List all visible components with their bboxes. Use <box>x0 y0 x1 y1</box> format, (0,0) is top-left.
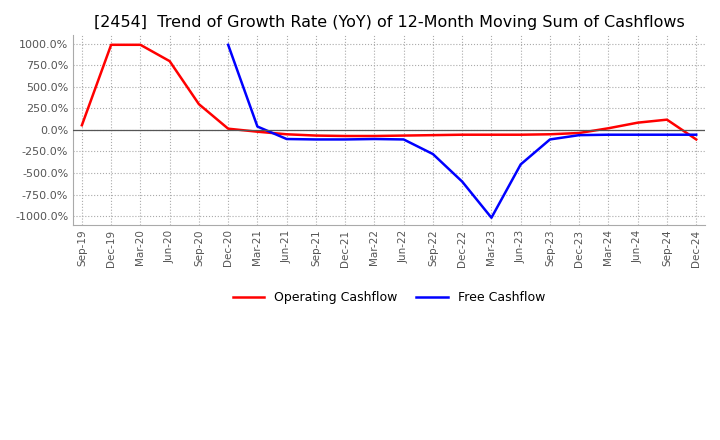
Free Cashflow <box>662 132 671 137</box>
Operating Cashflow <box>282 132 291 137</box>
Title: [2454]  Trend of Growth Rate (YoY) of 12-Month Moving Sum of Cashflows: [2454] Trend of Growth Rate (YoY) of 12-… <box>94 15 685 30</box>
Operating Cashflow <box>370 133 379 139</box>
Operating Cashflow <box>662 117 671 122</box>
Operating Cashflow <box>312 133 320 138</box>
Operating Cashflow <box>428 132 437 138</box>
Operating Cashflow <box>166 59 174 64</box>
Operating Cashflow <box>458 132 467 137</box>
Free Cashflow <box>575 132 583 138</box>
Operating Cashflow <box>341 133 349 139</box>
Operating Cashflow <box>224 126 233 131</box>
Free Cashflow <box>253 124 262 129</box>
Free Cashflow <box>692 132 701 137</box>
Operating Cashflow <box>78 123 86 128</box>
Operating Cashflow <box>604 125 613 131</box>
Free Cashflow <box>604 132 613 137</box>
Free Cashflow <box>634 132 642 137</box>
Free Cashflow <box>458 179 467 184</box>
Operating Cashflow <box>487 132 496 137</box>
Operating Cashflow <box>634 120 642 125</box>
Free Cashflow <box>282 136 291 142</box>
Free Cashflow <box>341 137 349 142</box>
Free Cashflow <box>546 137 554 142</box>
Legend: Operating Cashflow, Free Cashflow: Operating Cashflow, Free Cashflow <box>228 286 550 309</box>
Free Cashflow <box>370 136 379 142</box>
Operating Cashflow <box>516 132 525 137</box>
Free Cashflow <box>487 215 496 220</box>
Operating Cashflow <box>107 42 115 48</box>
Operating Cashflow <box>253 129 262 134</box>
Free Cashflow <box>312 137 320 142</box>
Free Cashflow <box>428 151 437 157</box>
Free Cashflow <box>516 162 525 167</box>
Line: Free Cashflow: Free Cashflow <box>228 45 696 218</box>
Operating Cashflow <box>575 130 583 136</box>
Free Cashflow <box>400 137 408 142</box>
Line: Operating Cashflow: Operating Cashflow <box>82 45 696 139</box>
Operating Cashflow <box>546 132 554 137</box>
Operating Cashflow <box>136 42 145 48</box>
Operating Cashflow <box>194 102 203 107</box>
Free Cashflow <box>224 42 233 48</box>
Operating Cashflow <box>400 133 408 138</box>
Operating Cashflow <box>692 137 701 142</box>
